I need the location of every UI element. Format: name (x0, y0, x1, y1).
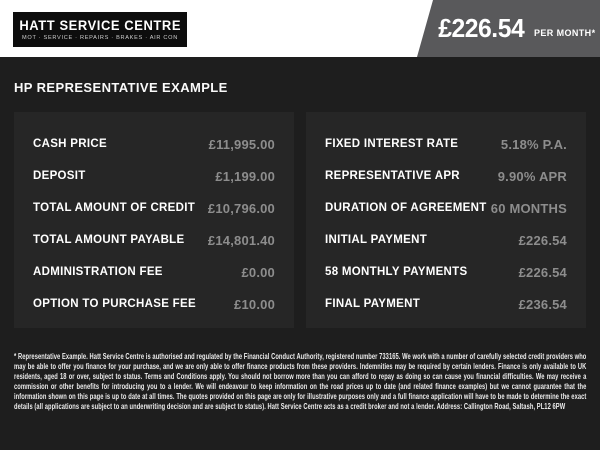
finance-panel-right: FIXED INTEREST RATE 5.18% P.A. REPRESENT… (306, 112, 586, 328)
finance-value: £14,801.40 (207, 232, 275, 248)
legal-disclaimer: * Representative Example. Hatt Service C… (14, 352, 587, 411)
finance-value: £236.54 (518, 296, 567, 312)
finance-label: ADMINISTRATION FEE (33, 266, 163, 278)
finance-value: 60 MONTHS (490, 200, 567, 216)
finance-panel-left: CASH PRICE £11,995.00 DEPOSIT £1,199.00 … (14, 112, 294, 328)
finance-row-total-payable: TOTAL AMOUNT PAYABLE £14,801.40 (33, 224, 275, 256)
finance-label: TOTAL AMOUNT OF CREDIT (33, 202, 196, 214)
finance-row-purchase-fee: OPTION TO PURCHASE FEE £10.00 (33, 288, 275, 320)
finance-label: DURATION OF AGREEMENT (325, 202, 487, 214)
finance-row-initial-payment: INITIAL PAYMENT £226.54 (325, 224, 567, 256)
finance-label: FINAL PAYMENT (325, 298, 421, 310)
finance-label: INITIAL PAYMENT (325, 234, 428, 246)
finance-value: £10.00 (234, 296, 275, 312)
finance-value: £11,995.00 (208, 136, 275, 152)
finance-value: £0.00 (241, 264, 275, 280)
finance-label: OPTION TO PURCHASE FEE (33, 298, 196, 310)
finance-value: £226.54 (518, 232, 567, 248)
section-title: HP REPRESENTATIVE EXAMPLE (14, 80, 228, 95)
finance-value: £10,796.00 (207, 200, 275, 216)
finance-row-final-payment: FINAL PAYMENT £236.54 (325, 288, 567, 320)
finance-label: FIXED INTEREST RATE (325, 138, 459, 150)
monthly-price-period: PER MONTH* (533, 27, 596, 38)
finance-label: 58 MONTHLY PAYMENTS (325, 266, 468, 278)
finance-label: TOTAL AMOUNT PAYABLE (33, 234, 185, 246)
finance-row-cash-price: CASH PRICE £11,995.00 (33, 128, 275, 160)
monthly-price-banner: £226.54 PER MONTH* (417, 0, 600, 57)
finance-row-duration: DURATION OF AGREEMENT 60 MONTHS (325, 192, 567, 224)
brand-services: MOT · SERVICE · REPAIRS · BRAKES · AIR C… (22, 35, 178, 41)
finance-value: 9.90% APR (497, 168, 567, 184)
finance-value: 5.18% P.A. (500, 136, 567, 152)
brand-name: HATT SERVICE CENTRE (19, 18, 181, 33)
finance-value: £226.54 (518, 264, 567, 280)
finance-row-total-credit: TOTAL AMOUNT OF CREDIT £10,796.00 (33, 192, 275, 224)
finance-label: CASH PRICE (33, 138, 107, 150)
finance-row-monthly-payments: 58 MONTHLY PAYMENTS £226.54 (325, 256, 567, 288)
finance-label: DEPOSIT (33, 170, 86, 182)
finance-row-admin-fee: ADMINISTRATION FEE £0.00 (33, 256, 275, 288)
finance-row-apr: REPRESENTATIVE APR 9.90% APR (325, 160, 567, 192)
monthly-price-amount: £226.54 (437, 13, 524, 43)
finance-value: £1,199.00 (215, 168, 275, 184)
brand-logo: HATT SERVICE CENTRE MOT · SERVICE · REPA… (13, 12, 187, 47)
finance-label: REPRESENTATIVE APR (325, 170, 460, 182)
finance-panels: CASH PRICE £11,995.00 DEPOSIT £1,199.00 … (14, 112, 586, 328)
finance-row-deposit: DEPOSIT £1,199.00 (33, 160, 275, 192)
finance-row-interest-rate: FIXED INTEREST RATE 5.18% P.A. (325, 128, 567, 160)
